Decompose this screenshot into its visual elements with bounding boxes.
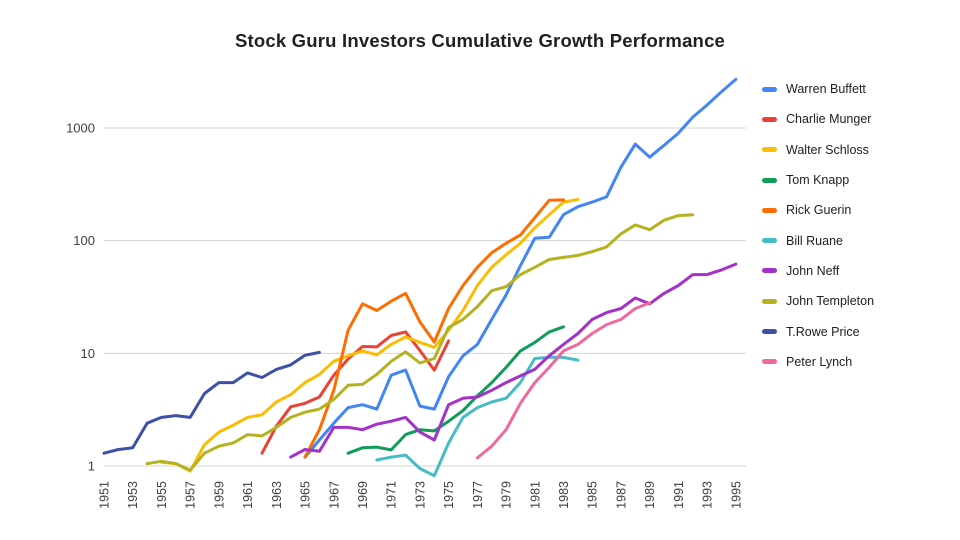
- legend-label: Charlie Munger: [786, 112, 872, 127]
- y-axis-labels: 1 10 100 1000: [66, 120, 95, 473]
- legend-label: Bill Ruane: [786, 233, 843, 248]
- x-tick-label: 1981: [528, 481, 542, 509]
- legend-swatch-warren-buffett: [762, 86, 777, 92]
- legend-swatch-walter-schloss: [762, 147, 777, 153]
- legend-label: John Neff: [786, 263, 840, 278]
- legend-item-bill-ruane: Bill Ruane: [762, 225, 874, 255]
- series-line-rick-guerin: [303, 198, 565, 459]
- x-tick-label: 1983: [557, 481, 571, 509]
- legend-item-charlie-munger: Charlie Munger: [762, 104, 874, 134]
- legend-label: Tom Knapp: [786, 173, 850, 188]
- x-tick-label: 1993: [701, 481, 715, 509]
- y-tick-label: 1000: [66, 120, 95, 135]
- legend-item-john-neff: John Neff: [762, 256, 874, 286]
- legend-swatch-bill-ruane: [762, 238, 777, 244]
- series-lines: [102, 77, 738, 478]
- gridlines: [104, 127, 746, 467]
- legend-item-peter-lynch: Peter Lynch: [762, 347, 874, 377]
- x-tick-label: 1995: [729, 481, 743, 509]
- x-tick-label: 1959: [212, 481, 226, 509]
- legend-item-t-rowe-price: T.Rowe Price: [762, 316, 874, 346]
- legend-swatch-tom-knapp: [762, 177, 777, 183]
- x-tick-label: 1971: [385, 481, 399, 509]
- series-line-tom-knapp: [346, 325, 565, 455]
- legend-swatch-charlie-munger: [762, 116, 777, 122]
- series-line-john-neff: [289, 262, 738, 459]
- x-axis-labels: 1951 1953 1955 1957 1959 1961 1963 1965 1967 1969…: [98, 481, 744, 509]
- x-tick-label: 1991: [672, 481, 686, 509]
- x-tick-label: 1973: [413, 481, 427, 509]
- series-line-warren-buffett: [303, 77, 738, 459]
- y-tick-label: 10: [81, 346, 95, 361]
- x-tick-label: 1979: [500, 481, 514, 509]
- legend-label: Peter Lynch: [786, 354, 853, 369]
- legend: Warren Buffett Charlie Munger Walter Schlo…: [762, 74, 874, 377]
- legend-swatch-rick-guerin: [762, 207, 777, 213]
- y-tick-label: 100: [73, 233, 95, 248]
- x-tick-label: 1985: [586, 481, 600, 509]
- x-tick-label: 1975: [442, 481, 456, 509]
- legend-swatch-peter-lynch: [762, 359, 777, 365]
- legend-label: Walter Schloss: [786, 142, 869, 157]
- x-tick-label: 1965: [299, 481, 313, 509]
- series-line-bill-ruane: [375, 355, 580, 478]
- x-tick-label: 1961: [241, 481, 255, 509]
- legend-item-walter-schloss: Walter Schloss: [762, 135, 874, 165]
- x-tick-label: 1969: [356, 481, 370, 509]
- legend-label: Warren Buffett: [786, 82, 866, 97]
- x-tick-label: 1963: [270, 481, 284, 509]
- x-tick-label: 1953: [126, 481, 140, 509]
- series-line-charlie-munger: [260, 330, 451, 455]
- legend-label: John Templeton: [786, 294, 875, 309]
- chart-title: Stock Guru Investors Cumulative Growth P…: [234, 30, 726, 51]
- x-tick-label: 1977: [471, 481, 485, 509]
- series-line-john-templeton: [145, 213, 695, 472]
- series-line-walter-schloss: [159, 198, 580, 473]
- y-tick-label: 1: [88, 459, 95, 474]
- legend-label: Rick Guerin: [786, 203, 852, 218]
- x-tick-label: 1989: [643, 481, 657, 509]
- x-tick-label: 1987: [614, 481, 628, 509]
- legend-item-john-templeton: John Templeton: [762, 286, 874, 316]
- x-tick-label: 1951: [98, 481, 112, 509]
- legend-item-rick-guerin: Rick Guerin: [762, 195, 874, 225]
- legend-swatch-john-templeton: [762, 298, 777, 304]
- series-line-t-rowe-price: [102, 350, 321, 455]
- legend-item-tom-knapp: Tom Knapp: [762, 165, 874, 195]
- x-tick-label: 1955: [155, 481, 169, 509]
- legend-item-warren-buffett: Warren Buffett: [762, 74, 874, 104]
- x-tick-label: 1967: [327, 481, 341, 509]
- legend-label: T.Rowe Price: [786, 324, 860, 339]
- legend-swatch-t-rowe-price: [762, 329, 777, 335]
- legend-swatch-john-neff: [762, 268, 777, 274]
- x-tick-label: 1957: [184, 481, 198, 509]
- series-line-peter-lynch: [475, 301, 652, 460]
